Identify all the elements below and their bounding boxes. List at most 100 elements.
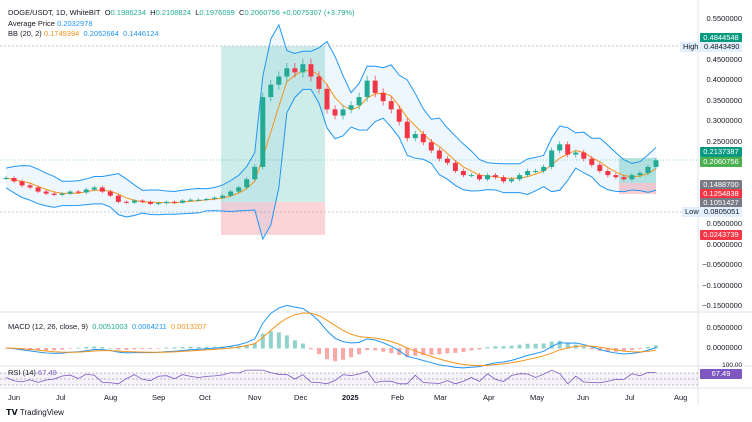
candle — [308, 64, 314, 77]
time-axis-label: Aug — [674, 393, 688, 402]
macd-hist-bar — [260, 333, 265, 349]
macd-hist-bar — [148, 348, 153, 349]
candle — [51, 193, 57, 195]
candle — [348, 105, 354, 110]
macd-hist-bar — [485, 347, 490, 349]
candle — [131, 200, 137, 203]
entry-tag: 0.1254838 — [700, 189, 742, 199]
time-axis-label: May — [530, 393, 545, 402]
tv-logo-icon: 𝗧𝗩 — [6, 408, 18, 417]
candle — [204, 198, 210, 200]
macd-hist-bar — [92, 346, 97, 349]
ohlc-legend: DOGE/USDT, 1D, WhiteBIT O0.1986234 H0.21… — [8, 8, 355, 17]
candle — [284, 68, 290, 77]
c-label: C — [239, 8, 245, 17]
avg-label: Average Price — [8, 19, 55, 28]
macd-hist-bar — [469, 348, 474, 351]
time-axis-label: Jun — [577, 393, 590, 402]
signal-line — [5, 312, 657, 367]
candle — [525, 171, 531, 176]
candle — [163, 201, 169, 204]
candle — [372, 80, 378, 93]
candle — [444, 158, 450, 163]
time-axis-label: Oct — [199, 393, 211, 402]
macd-hist-bar — [493, 346, 498, 349]
candle — [115, 195, 121, 202]
tradingview-logo[interactable]: 𝗧𝗩 TradingView — [6, 408, 64, 417]
long-position-stop-zone-2[interactable] — [619, 183, 656, 194]
price-axis-tick: 0.0500000 — [706, 219, 742, 228]
macd-hist-bar — [60, 348, 65, 350]
macd-hist-bar — [68, 348, 73, 349]
high-label: High — [680, 42, 702, 52]
candle — [236, 187, 242, 192]
close-value: 0.2060756 — [244, 8, 280, 17]
macd-hist-bar — [124, 348, 129, 350]
low-value: 0.1976099 — [199, 8, 235, 17]
macd-hist-bar — [397, 348, 402, 355]
macd-hist-bar — [549, 341, 554, 349]
candle — [420, 134, 426, 143]
high-value: 0.2108824 — [155, 8, 192, 17]
rsi-legend: RSI (14) 67.49 — [8, 368, 57, 377]
candle — [356, 97, 362, 106]
price-axis-tick: −0.0500000 — [702, 260, 742, 269]
candle — [557, 144, 563, 151]
macd-hist-bar — [316, 348, 321, 355]
macd-hist-bar — [284, 335, 289, 349]
macd-hist-bar — [421, 348, 426, 356]
macd-hist-bar — [36, 348, 41, 351]
candle — [27, 185, 33, 188]
price-axis-tick: 0.3000000 — [706, 116, 742, 125]
candle — [35, 187, 41, 192]
bb-basis: 0.1749394 — [43, 29, 80, 38]
candle — [460, 171, 466, 176]
candle — [228, 191, 234, 196]
candle — [147, 201, 153, 204]
time-axis-label: Jun — [8, 393, 21, 402]
bb-label: BB (20, 2) — [8, 29, 42, 38]
candle — [452, 162, 458, 172]
bb-basis-tag: 0.1488700 — [700, 180, 742, 190]
candle — [565, 144, 571, 155]
change-value: +0.0075307 (+3.79%) — [281, 8, 355, 17]
rsi-axis-top: 100.00 — [722, 362, 742, 369]
macd-value: 0.0064211 — [131, 322, 167, 331]
candle — [581, 152, 587, 159]
macd-hist-bar — [196, 346, 201, 349]
macd-hist-bar — [100, 347, 105, 349]
time-axis-label: Mar — [434, 393, 447, 402]
macd-hist-bar — [108, 347, 113, 349]
bb-upper-tag: 0.2137387 — [700, 147, 742, 157]
time-axis-label: Feb — [391, 393, 404, 402]
candle — [645, 166, 651, 174]
macd-hist-bar — [453, 348, 458, 353]
candle — [396, 109, 402, 122]
macd-hist-bar — [276, 332, 281, 349]
candle — [75, 191, 81, 193]
candle — [388, 101, 394, 110]
candle — [597, 164, 603, 172]
macd-label: MACD (12, 26, close, 9) — [8, 322, 89, 331]
candle — [404, 121, 410, 139]
macd-hist-bar — [84, 347, 89, 349]
candle — [196, 199, 202, 201]
candle — [501, 177, 507, 182]
macd-hist-bar — [333, 348, 338, 362]
candle — [412, 134, 418, 139]
h-label: H — [150, 8, 156, 17]
brand-label: TradingView — [19, 408, 64, 417]
macd-hist-bar — [645, 346, 650, 349]
macd-hist-bar — [533, 343, 538, 349]
macd-hist-bar — [445, 348, 450, 354]
time-axis-label: Jul — [625, 393, 635, 402]
time-axis-label: 2025 — [342, 393, 359, 402]
candle — [276, 76, 282, 85]
long-position-stop-zone[interactable] — [221, 202, 325, 235]
o-label: O — [104, 8, 111, 17]
macd-hist-bar — [156, 348, 161, 349]
candle — [19, 181, 25, 186]
candle — [653, 160, 659, 167]
price-axis-tick: 0.3500000 — [706, 96, 742, 105]
